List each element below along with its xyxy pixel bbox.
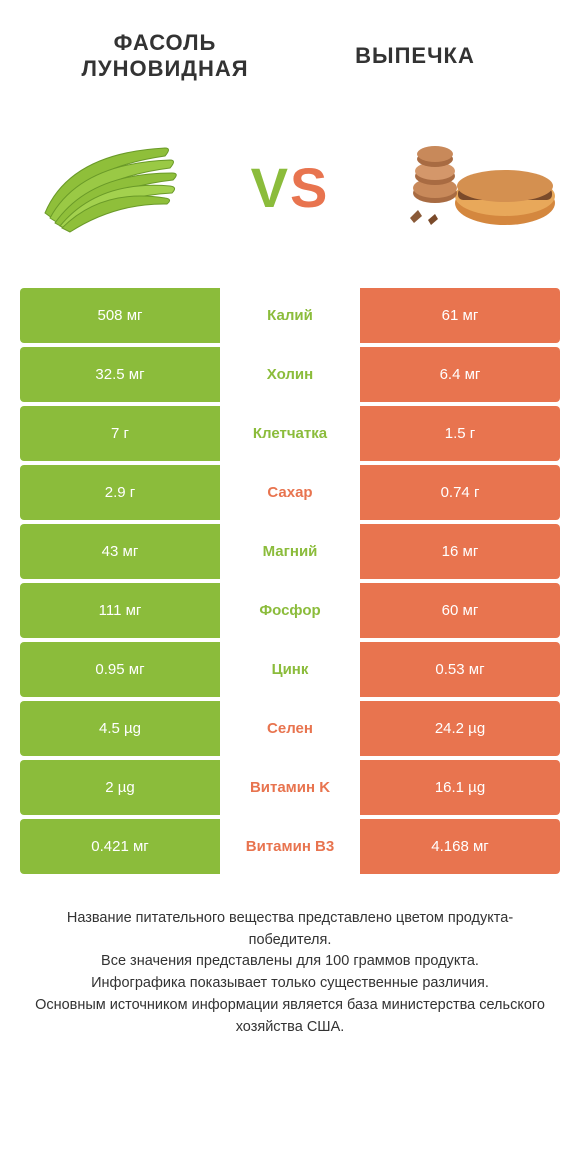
value-right: 4.168 мг — [360, 819, 560, 874]
footer-notes: Название питательного вещества представл… — [0, 878, 580, 1059]
value-right: 61 мг — [360, 288, 560, 343]
value-right: 0.53 мг — [360, 642, 560, 697]
value-left: 4.5 µg — [20, 701, 220, 756]
comparison-infographic: Фасоль луновидная Выпечка VS — [0, 0, 580, 1174]
nutrient-label: Калий — [220, 288, 360, 343]
nutrient-label: Сахар — [220, 465, 360, 520]
header: Фасоль луновидная Выпечка — [0, 0, 580, 93]
value-right: 1.5 г — [360, 406, 560, 461]
nutrient-label: Витамин K — [220, 760, 360, 815]
footer-line: Основным источником информации является … — [30, 995, 550, 1039]
vs-label: VS — [251, 155, 330, 220]
table-row: 0.95 мгЦинк0.53 мг — [20, 642, 560, 697]
nutrient-label: Магний — [220, 524, 360, 579]
footer-line: Все значения представлены для 100 граммо… — [30, 951, 550, 973]
nutrient-label: Цинк — [220, 642, 360, 697]
table-row: 2 µgВитамин K16.1 µg — [20, 760, 560, 815]
food-image-right — [380, 118, 560, 258]
value-right: 0.74 г — [360, 465, 560, 520]
table-row: 2.9 гСахар0.74 г — [20, 465, 560, 520]
value-right: 24.2 µg — [360, 701, 560, 756]
value-left: 7 г — [20, 406, 220, 461]
table-row: 43 мгМагний16 мг — [20, 524, 560, 579]
value-left: 2 µg — [20, 760, 220, 815]
table-row: 7 гКлетчатка1.5 г — [20, 406, 560, 461]
value-right: 6.4 мг — [360, 347, 560, 402]
table-row: 32.5 мгХолин6.4 мг — [20, 347, 560, 402]
table-row: 508 мгКалий61 мг — [20, 288, 560, 343]
vs-s: S — [290, 156, 329, 219]
value-right: 16 мг — [360, 524, 560, 579]
title-right: Выпечка — [290, 43, 540, 69]
footer-line: Инфографика показывает только существенн… — [30, 973, 550, 995]
footer-line: Название питательного вещества представл… — [30, 908, 550, 952]
nutrient-label: Витамин B3 — [220, 819, 360, 874]
table-row: 0.421 мгВитамин B34.168 мг — [20, 819, 560, 874]
comparison-table: 508 мгКалий61 мг32.5 мгХолин6.4 мг7 гКле… — [0, 288, 580, 878]
vs-v: V — [251, 156, 290, 219]
value-left: 32.5 мг — [20, 347, 220, 402]
nutrient-label: Фосфор — [220, 583, 360, 638]
nutrient-label: Холин — [220, 347, 360, 402]
value-left: 0.95 мг — [20, 642, 220, 697]
value-left: 111 мг — [20, 583, 220, 638]
nutrient-label: Селен — [220, 701, 360, 756]
value-left: 2.9 г — [20, 465, 220, 520]
vs-row: VS — [0, 93, 580, 288]
value-left: 0.421 мг — [20, 819, 220, 874]
value-right: 16.1 µg — [360, 760, 560, 815]
value-left: 43 мг — [20, 524, 220, 579]
value-right: 60 мг — [360, 583, 560, 638]
value-left: 508 мг — [20, 288, 220, 343]
food-image-left — [20, 118, 200, 258]
table-row: 4.5 µgСелен24.2 µg — [20, 701, 560, 756]
title-left: Фасоль луновидная — [40, 30, 290, 83]
table-row: 111 мгФосфор60 мг — [20, 583, 560, 638]
nutrient-label: Клетчатка — [220, 406, 360, 461]
